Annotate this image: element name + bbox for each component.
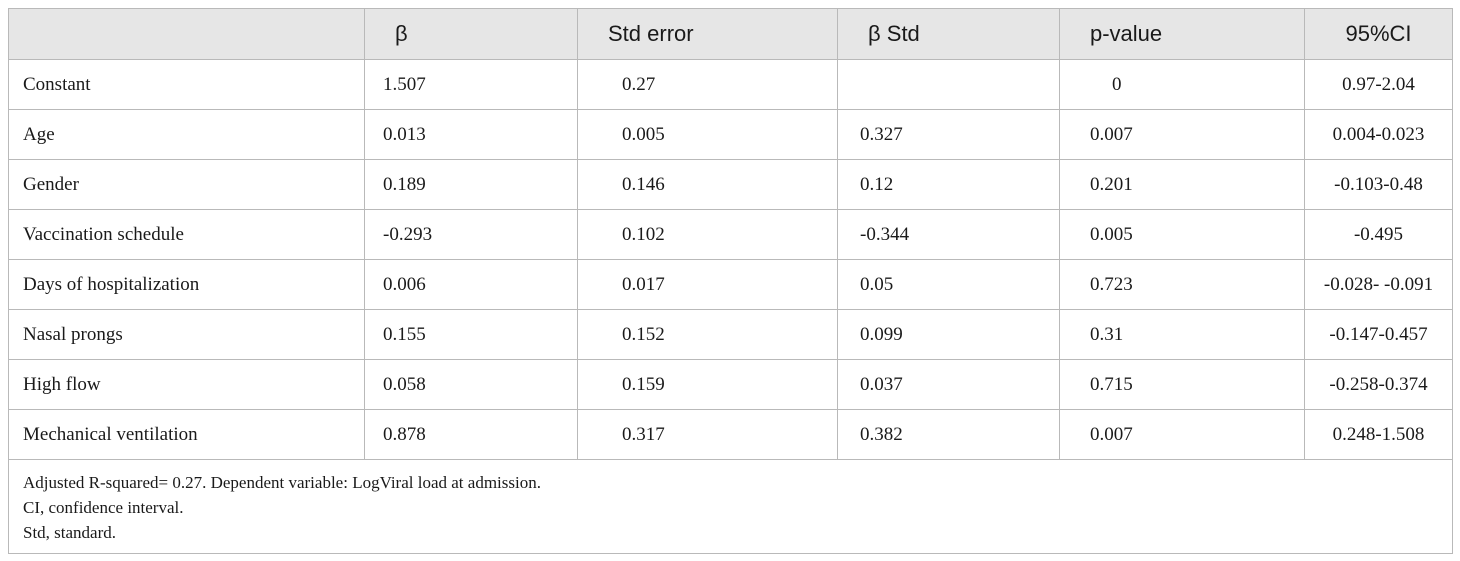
cell-ci95: -0.495 xyxy=(1304,209,1453,260)
cell-std-error: 0.102 xyxy=(577,209,838,260)
cell-std-error: 0.017 xyxy=(577,259,838,310)
header-ci95: 95%CI xyxy=(1304,8,1453,60)
cell-std-error: 0.317 xyxy=(577,409,838,460)
row-label: Nasal prongs xyxy=(8,309,365,360)
footnote-r-squared: Adjusted R-squared= 0.27. Dependent vari… xyxy=(23,473,541,492)
cell-p-value: 0.31 xyxy=(1059,309,1305,360)
cell-ci95: 0.97-2.04 xyxy=(1304,59,1453,110)
cell-p-value: 0 xyxy=(1059,59,1305,110)
table-row: Mechanical ventilation 0.878 0.317 0.382… xyxy=(8,409,1453,460)
row-label: Age xyxy=(8,109,365,160)
cell-beta: -0.293 xyxy=(364,209,578,260)
cell-beta: 0.006 xyxy=(364,259,578,310)
cell-p-value: 0.007 xyxy=(1059,409,1305,460)
footnote-std: Std, standard. xyxy=(23,523,117,542)
cell-ci95: -0.258-0.374 xyxy=(1304,359,1453,410)
cell-beta: 0.058 xyxy=(364,359,578,410)
cell-p-value: 0.005 xyxy=(1059,209,1305,260)
cell-beta: 1.507 xyxy=(364,59,578,110)
table-row: Vaccination schedule -0.293 0.102 -0.344… xyxy=(8,209,1453,260)
cell-p-value: 0.723 xyxy=(1059,259,1305,310)
header-beta: β xyxy=(364,8,578,60)
cell-beta-std: 0.12 xyxy=(837,159,1060,210)
cell-ci95: 0.248-1.508 xyxy=(1304,409,1453,460)
cell-beta-std: 0.382 xyxy=(837,409,1060,460)
cell-ci95: -0.028- -0.091 xyxy=(1304,259,1453,310)
table-row: Constant 1.507 0.27 0 0.97-2.04 xyxy=(8,59,1453,110)
cell-std-error: 0.159 xyxy=(577,359,838,410)
table-row: Age 0.013 0.005 0.327 0.007 0.004-0.023 xyxy=(8,109,1453,160)
footnote-row: Adjusted R-squared= 0.27. Dependent vari… xyxy=(8,459,1453,554)
cell-ci95: -0.147-0.457 xyxy=(1304,309,1453,360)
cell-beta: 0.878 xyxy=(364,409,578,460)
cell-std-error: 0.152 xyxy=(577,309,838,360)
row-label: Gender xyxy=(8,159,365,210)
footnotes: Adjusted R-squared= 0.27. Dependent vari… xyxy=(8,459,1453,554)
regression-table: β Std error β Std p-value 95%CI Constant… xyxy=(8,8,1453,554)
cell-beta-std: 0.099 xyxy=(837,309,1060,360)
cell-beta: 0.013 xyxy=(364,109,578,160)
row-label: Mechanical ventilation xyxy=(8,409,365,460)
header-p-value: p-value xyxy=(1059,8,1305,60)
cell-beta-std: 0.05 xyxy=(837,259,1060,310)
header-empty xyxy=(8,8,365,60)
row-label: Days of hospitalization xyxy=(8,259,365,310)
header-std-error: Std error xyxy=(577,8,838,60)
cell-beta-std xyxy=(837,59,1060,110)
cell-beta-std: 0.037 xyxy=(837,359,1060,410)
footnote-ci: CI, confidence interval. xyxy=(23,498,184,517)
cell-beta: 0.189 xyxy=(364,159,578,210)
cell-beta-std: 0.327 xyxy=(837,109,1060,160)
cell-std-error: 0.005 xyxy=(577,109,838,160)
row-label: Vaccination schedule xyxy=(8,209,365,260)
cell-p-value: 0.007 xyxy=(1059,109,1305,160)
cell-ci95: -0.103-0.48 xyxy=(1304,159,1453,210)
header-row: β Std error β Std p-value 95%CI xyxy=(8,8,1453,60)
cell-std-error: 0.146 xyxy=(577,159,838,210)
cell-p-value: 0.201 xyxy=(1059,159,1305,210)
cell-ci95: 0.004-0.023 xyxy=(1304,109,1453,160)
row-label: Constant xyxy=(8,59,365,110)
header-beta-std: β Std xyxy=(837,8,1060,60)
table-row: Gender 0.189 0.146 0.12 0.201 -0.103-0.4… xyxy=(8,159,1453,210)
row-label: High flow xyxy=(8,359,365,410)
table-row: High flow 0.058 0.159 0.037 0.715 -0.258… xyxy=(8,359,1453,410)
cell-beta-std: -0.344 xyxy=(837,209,1060,260)
table-row: Days of hospitalization 0.006 0.017 0.05… xyxy=(8,259,1453,310)
table-container: β Std error β Std p-value 95%CI Constant… xyxy=(8,8,1453,554)
cell-p-value: 0.715 xyxy=(1059,359,1305,410)
cell-beta: 0.155 xyxy=(364,309,578,360)
table-row: Nasal prongs 0.155 0.152 0.099 0.31 -0.1… xyxy=(8,309,1453,360)
cell-std-error: 0.27 xyxy=(577,59,838,110)
